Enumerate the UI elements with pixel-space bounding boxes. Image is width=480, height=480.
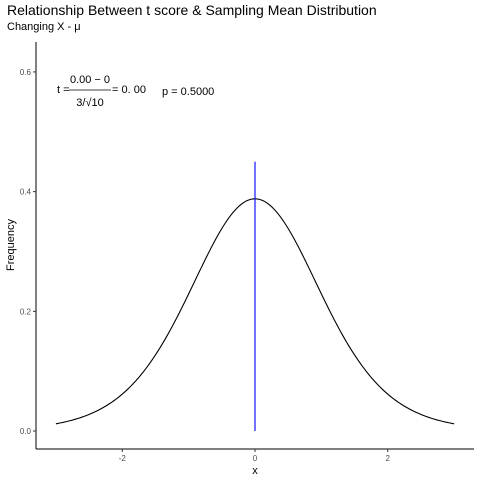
y-tick-label: 0.4	[20, 188, 32, 197]
chart-title: Relationship Between t score & Sampling …	[7, 2, 377, 18]
y-axis-title: Frequency	[5, 219, 17, 271]
chart-subtitle: Changing X - μ	[7, 21, 81, 33]
x-axis-title: x	[252, 465, 258, 477]
t-score-annotation: t = 0.00 − 0 3/√10 = 0. 00 p = 0.5000	[57, 74, 214, 109]
y-tick-label: 0.2	[20, 307, 32, 316]
p-value: p = 0.5000	[162, 86, 214, 98]
x-tick-label: 0	[253, 454, 258, 463]
y-tick-label: 0.0	[20, 427, 32, 436]
x-tick-label: -2	[119, 454, 127, 463]
t-numerator: 0.00 − 0	[70, 74, 110, 86]
y-tick-label: 0.6	[20, 68, 32, 77]
x-ticks: -2 0 2	[119, 449, 391, 463]
t-prefix: t =	[57, 84, 70, 96]
y-ticks: 0.0 0.2 0.4 0.6	[20, 68, 36, 436]
t-value: = 0. 00	[112, 84, 146, 96]
t-denominator: 3/√10	[76, 97, 103, 109]
x-tick-label: 2	[386, 454, 391, 463]
